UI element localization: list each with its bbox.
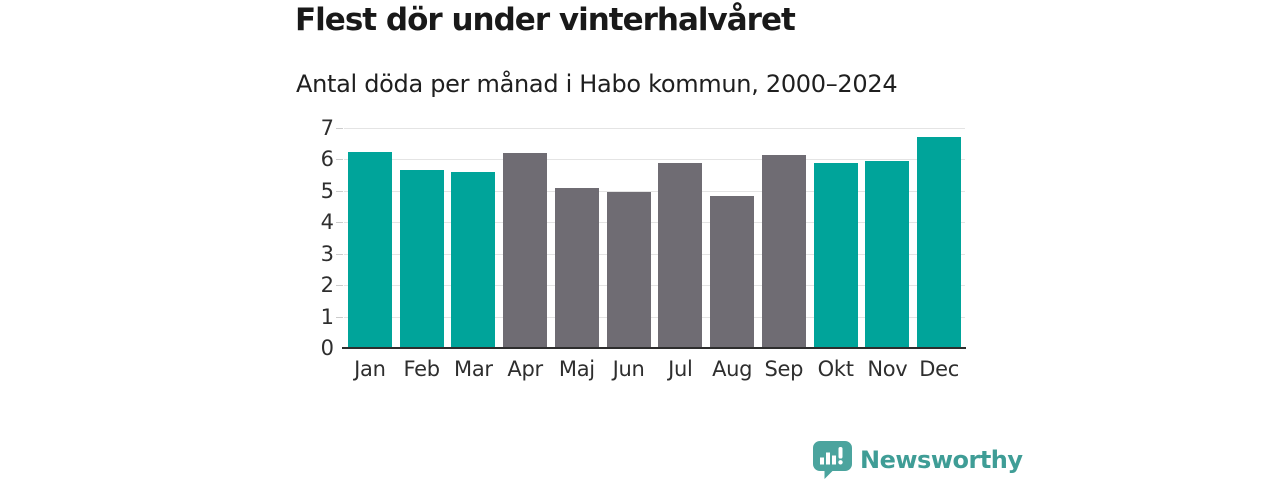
bar-feb — [399, 170, 444, 348]
bar-sep — [761, 154, 806, 348]
newsworthy-chart-bubble-icon — [813, 441, 852, 479]
bar-slot-dec — [913, 128, 965, 348]
bar-slot-mar — [448, 128, 500, 348]
y-tick-label-6: 6 — [320, 147, 334, 172]
x-tick-label-okt: Okt — [817, 357, 854, 381]
newsworthy-logo: Newsworthy — [812, 440, 1023, 479]
y-tick-2 — [336, 285, 343, 287]
bar-okt — [813, 162, 858, 348]
mini-bar-1 — [820, 457, 824, 465]
y-tick-label-1: 1 — [320, 304, 334, 329]
x-tick-label-nov: Nov — [867, 357, 908, 381]
bar-slot-jan — [344, 128, 396, 348]
exclamation-dot — [838, 460, 843, 465]
bar-jan — [347, 151, 392, 348]
x-tick-label-maj: Maj — [558, 357, 595, 381]
bar-apr — [503, 153, 548, 348]
bar-slot-nov — [862, 128, 914, 348]
gridline-4 — [344, 222, 965, 224]
x-tick-label-jun: Jun — [612, 357, 645, 381]
bar-slot-feb — [396, 128, 448, 348]
y-tick-label-3: 3 — [320, 241, 334, 266]
x-tick-label-sep: Sep — [764, 357, 804, 381]
x-tick-label-dec: Dec — [919, 357, 959, 381]
bar-slot-jun — [603, 128, 655, 348]
gridline-2 — [344, 285, 965, 287]
gridline-1 — [344, 316, 965, 318]
bar-jun — [606, 192, 651, 348]
y-tick-5 — [336, 190, 343, 192]
x-tick-label-jan: Jan — [354, 357, 386, 381]
y-tick-label-2: 2 — [320, 273, 334, 298]
y-tick-4 — [336, 222, 343, 224]
chart-subtitle: Antal döda per månad i Habo kommun, 2000… — [296, 70, 898, 98]
x-tick-label-apr: Apr — [507, 357, 543, 381]
bar-slot-maj — [551, 128, 603, 348]
gridline-3 — [344, 253, 965, 255]
x-axis: Jan Feb Mar Apr Maj Jun Jul Aug Sep Okt Nov Dec — [344, 357, 965, 381]
exclamation-stem — [838, 447, 843, 459]
x-tick-label-jul: Jul — [668, 357, 693, 381]
bar-aug — [710, 195, 755, 348]
y-tick-7 — [336, 128, 343, 129]
bar-dec — [917, 137, 962, 348]
x-tick-label-mar: Mar — [454, 357, 493, 381]
y-tick-label-5: 5 — [320, 178, 334, 203]
bar-slot-jul — [655, 128, 707, 348]
gridline-6 — [344, 159, 965, 161]
y-tick-6 — [336, 159, 343, 161]
y-tick-label-4: 4 — [320, 210, 334, 235]
bars-container — [344, 128, 965, 348]
x-tick-label-aug: Aug — [712, 357, 753, 381]
bar-jul — [658, 162, 703, 348]
bar-mar — [451, 172, 496, 348]
y-tick-3 — [336, 253, 343, 255]
chart-title: Flest dör under vinterhalvåret — [295, 2, 796, 38]
bar-maj — [554, 187, 599, 348]
y-axis: 0 1 2 3 4 5 6 7 — [250, 116, 334, 360]
mini-bar-2 — [826, 452, 830, 465]
newsworthy-wordmark: Newsworthy — [860, 445, 1023, 474]
plot-area — [336, 128, 965, 348]
bar-nov — [865, 161, 910, 348]
bar-slot-aug — [706, 128, 758, 348]
gridline-5 — [344, 190, 965, 192]
mini-bar-3 — [832, 455, 836, 465]
bar-slot-sep — [758, 128, 810, 348]
y-tick-label-7: 7 — [320, 116, 334, 140]
x-axis-line — [342, 347, 966, 349]
bar-slot-okt — [810, 128, 862, 348]
y-tick-label-0: 0 — [320, 336, 334, 360]
x-tick-label-feb: Feb — [403, 357, 440, 381]
gridline-7 — [344, 128, 965, 129]
y-tick-1 — [336, 316, 343, 318]
bar-slot-apr — [499, 128, 551, 348]
